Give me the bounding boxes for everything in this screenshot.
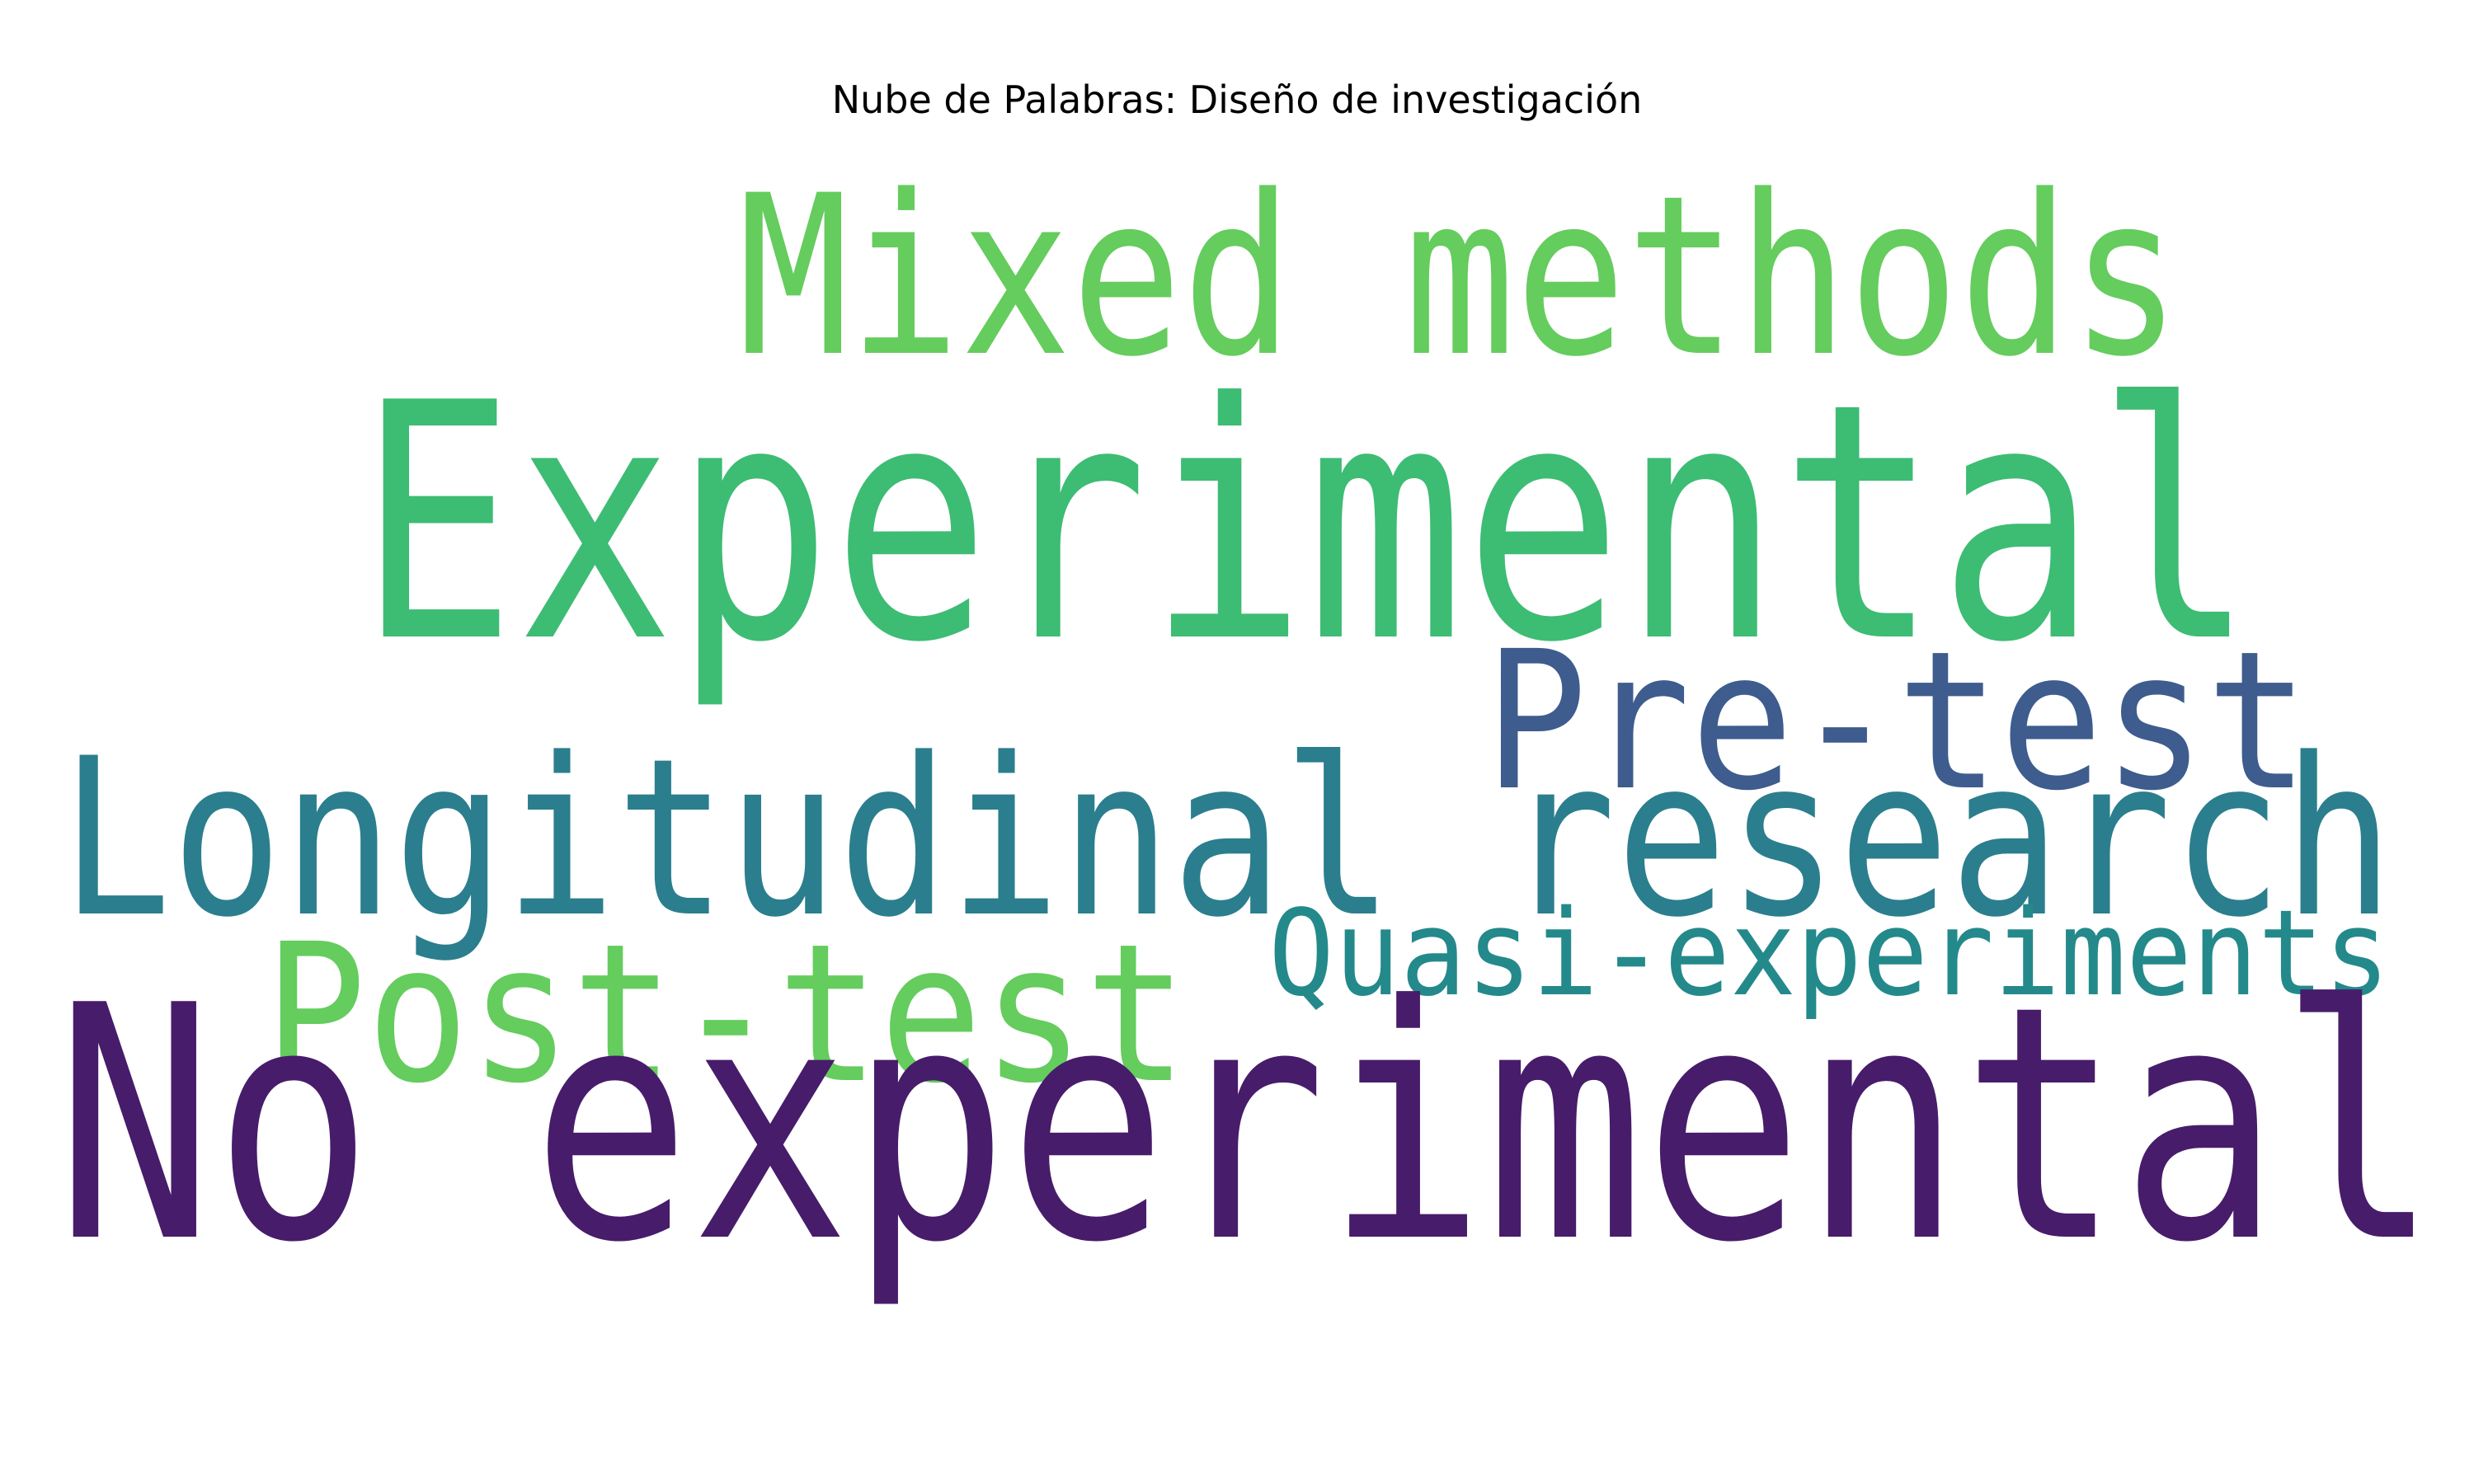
word-experimental: Experimental — [358, 334, 2255, 714]
word-mixed-methods: Mixed methods — [738, 148, 2181, 406]
word-pre-test: Pre‐test — [1484, 610, 2309, 833]
word-post-test: Post‐test — [264, 903, 1188, 1125]
word-quasi-experiments: Quasi‐experiments — [1268, 884, 2390, 1022]
chart-title: Nube de Palabras: Diseño de investigació… — [831, 77, 1643, 122]
word-longitudinal-research: Longitudinal research — [60, 712, 2394, 965]
word-no-experimental: No experimental — [55, 937, 2439, 1313]
